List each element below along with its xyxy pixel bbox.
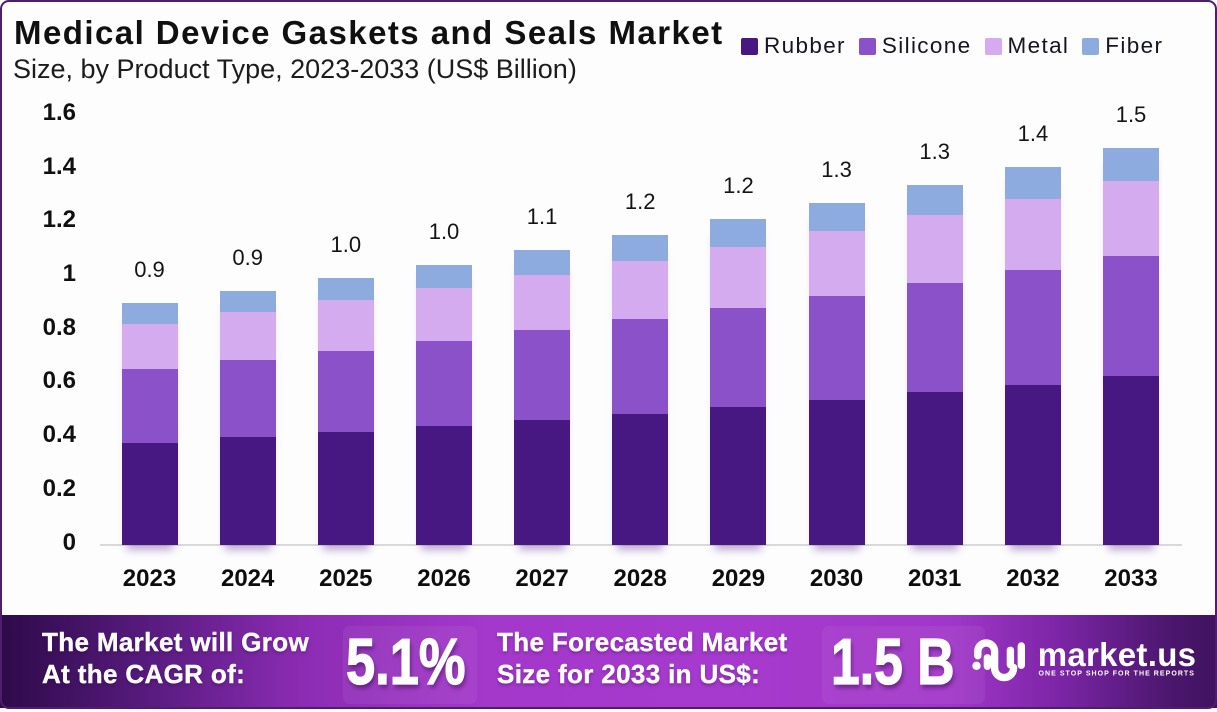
svg-text:market.us: market.us: [1038, 636, 1197, 673]
svg-text:ONE STOP SHOP FOR THE REPORTS: ONE STOP SHOP FOR THE REPORTS: [1039, 671, 1195, 678]
